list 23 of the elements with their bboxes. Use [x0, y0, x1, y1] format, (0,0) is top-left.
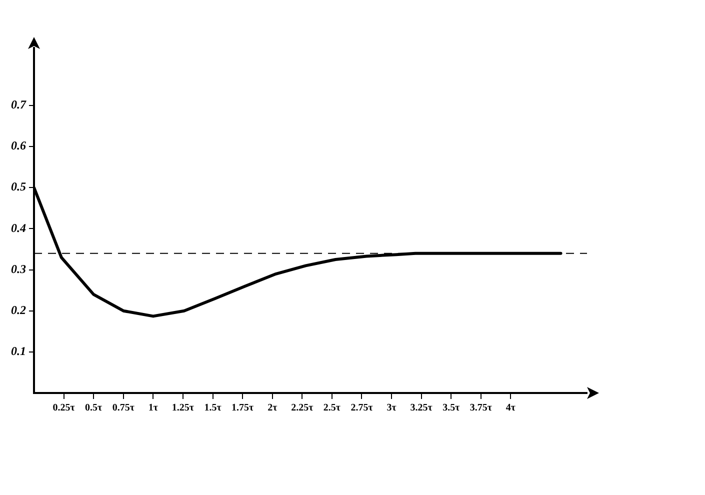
y-tick-label: 0.4 [11, 220, 26, 235]
x-tick-label: 1.25τ [172, 402, 194, 414]
x-tick-label: 1τ [148, 402, 158, 414]
x-tick-label: 2τ [268, 402, 278, 414]
x-tick-label: 3τ [386, 402, 397, 414]
x-tick-label: 4τ [506, 402, 516, 414]
x-tick-label: 1.75τ [232, 402, 254, 414]
x-tick-label: 0.75τ [112, 402, 135, 414]
x-tick-label: 2.75τ [350, 402, 374, 414]
x-tick-label: 0.25τ [52, 402, 76, 414]
x-tick-label: 0.5τ [85, 402, 103, 414]
y-tick-label: 0.2 [11, 302, 26, 317]
y-tick-label: 0.3 [11, 262, 26, 276]
x-tick-label: 3.75τ [470, 402, 492, 414]
y-tick-label: 0.6 [11, 138, 26, 153]
y-tick-label: 0.7 [11, 98, 27, 112]
x-tick-label: 1.5τ [204, 402, 222, 414]
x-tick-label: 3.25τ [410, 402, 433, 414]
y-tick-label: 0.1 [11, 344, 26, 358]
x-tick-label: 3.5τ [442, 402, 460, 414]
x-tick-label: 2.5τ [323, 402, 341, 414]
x-tick-label: 2.25τ [291, 402, 314, 414]
y-tick-label: 0.5 [11, 180, 26, 194]
